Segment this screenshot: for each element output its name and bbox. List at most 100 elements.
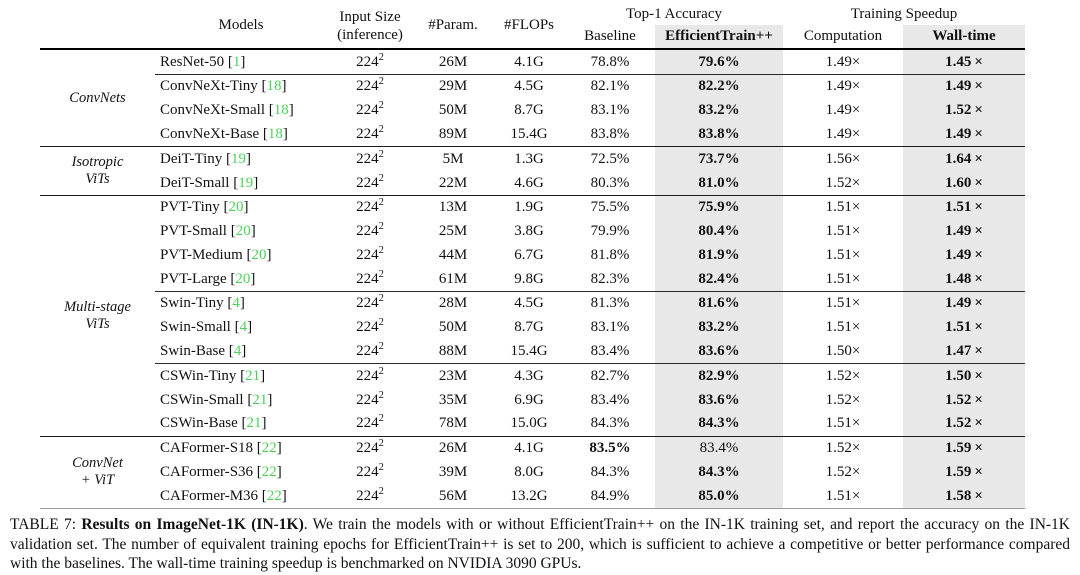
cell-model-name: ConvNeXt-Small [18] [155,99,327,123]
header-baseline: Baseline [565,25,655,50]
cell-params: 22M [438,174,468,191]
cell-efficienttrain-accuracy: 80.4% [655,219,783,244]
cell-baseline-accuracy: 78.8% [565,48,655,75]
citation-number: 18 [273,102,289,119]
cell-computation-speedup: 1.51× [783,194,903,220]
model-name: CSWin-Tiny [ [160,367,246,384]
cell-input-size: 2242 [356,268,384,287]
cell-flops: 4.5G [493,290,565,316]
cell-baseline-accuracy: 84.9% [590,487,630,504]
table-row: ConvNets ResNet-50 [1] 2242 26M 4.1G 78.8% 79.… [40,48,1025,147]
header-top1-accuracy: Top-1 Accuracy [626,5,722,22]
citation-number: 21 [245,367,261,384]
cell-model-name: Swin-Base [4] [155,340,327,364]
cell-model-name: ResNet-50 [1] [155,48,327,75]
cell-walltime-speedup: 1.48 × [903,267,1025,292]
citation-bracket: ] [281,487,287,504]
cell-flops: 4.5G [493,73,565,99]
header-efficienttrain: EfficientTrain++ [655,25,783,50]
cell-params: 78M [438,415,468,432]
citation-number: 20 [235,270,251,287]
cell-flops: 1.3G [493,146,565,171]
cell-input-size: 2242 [327,146,413,171]
cell-efficienttrain-accuracy: 83.6% [655,339,783,364]
cell-flops: 8.7G [514,319,544,336]
cell-baseline-accuracy: 80.3% [590,174,630,191]
cell-efficienttrain-accuracy: 83.8% [655,122,783,147]
table-row: PVT-Small [20] 2242 25M 3.8G 79.9% 80.4% 1.51×… [40,219,1025,244]
cell-input-size: 2242 [327,290,413,316]
citation-number: 22 [261,440,277,457]
cell-params: 23M [413,363,493,389]
table-row: PVT-Medium [20] 2242 44M 6.7G 81.8% 81.9% 1.51… [40,243,1025,268]
cell-model-name: DeiT-Small [19] [155,171,327,195]
cell-baseline-accuracy: 82.7% [565,363,655,389]
citation-number: 20 [251,246,267,263]
cell-model-name: CSWin-Base [21] [155,412,327,436]
header-training-speedup: Training Speedup [850,5,958,22]
cell-flops: 4.1G [493,48,565,75]
cell-params: 28M [413,290,493,316]
table-row: DeiT-Small [19] 2242 22M 4.6G 80.3% 81.0% 1.52… [40,170,1025,196]
cell-params: 88M [438,343,468,360]
cell-walltime-speedup: 1.64 × [903,146,1025,171]
model-name: PVT-Tiny [ [160,199,229,216]
citation-number: 4 [233,343,242,360]
cell-model-name: PVT-Large [20] [155,267,327,291]
cell-efficienttrain-accuracy: 85.0% [655,484,783,509]
citation-bracket: ] [288,102,294,119]
cell-model-name: CAFormer-M36 [22] [155,484,327,508]
cell-walltime-speedup: 1.60 × [903,170,1025,196]
table-row: Swin-Tiny [4] 2242 28M 4.5G 81.3% 81.6% 1.51× 1… [40,290,1025,316]
cell-baseline-accuracy: 83.8% [590,125,630,142]
cell-flops: 1.9G [493,194,565,220]
cell-efficienttrain-accuracy: 82.2% [655,73,783,99]
table-row: Isotropic ViTs DeiT-Tiny [19] 2242 5M 1.3G 72.… [40,146,1025,196]
cell-walltime-speedup: 1.49 × [903,122,1025,147]
cell-input-size: 2242 [356,317,384,336]
cell-params: 26M [413,435,493,461]
cell-computation-speedup: 1.51× [825,223,861,240]
cell-walltime-speedup: 1.50 × [903,363,1025,389]
cell-walltime-speedup: 1.59 × [903,460,1025,485]
cell-input-size: 2242 [356,413,384,432]
model-group-label: ConvNet + ViT [40,435,155,509]
cell-input-size: 2242 [327,194,413,220]
header-params: #Param. [413,2,493,50]
cell-computation-speedup: 1.52× [825,464,861,481]
cell-walltime-speedup: 1.58 × [903,484,1025,509]
citation-number: 22 [266,487,282,504]
cell-efficienttrain-accuracy: 83.6% [655,388,783,412]
model-name: ConvNeXt-Base [ [160,125,268,142]
table-row: ConvNeXt-Tiny [18] 2242 29M 4.5G 82.1% 82.2% 1… [40,73,1025,99]
cell-params: 26M [413,48,493,75]
cell-computation-speedup: 1.51× [783,290,903,316]
cell-flops: 15.0G [510,415,548,432]
citation-bracket: ] [261,415,267,432]
cell-efficienttrain-accuracy: 81.6% [655,290,783,316]
citation-number: 18 [266,78,282,95]
model-name: PVT-Small [ [160,223,236,240]
cell-computation-speedup: 1.56× [783,146,903,171]
cell-efficienttrain-accuracy: 83.4% [655,435,783,461]
cell-params: 39M [438,464,468,481]
cell-params: 25M [438,223,468,240]
cell-walltime-speedup: 1.45 × [903,48,1025,75]
table-row: ConvNet + ViT CAFormer-S18 [22] 2242 26M 4.1G… [40,435,1025,509]
citation-bracket: ] [260,367,266,384]
cell-input-size: 2242 [327,363,413,389]
table-row: CAFormer-S36 [22] 2242 39M 8.0G 84.3% 84.3% 1.… [40,460,1025,485]
model-name: Swin-Small [ [160,319,240,336]
cell-model-name: ConvNeXt-Tiny [18] [155,73,327,99]
table-row: CSWin-Tiny [21] 2242 23M 4.3G 82.7% 82.9% 1.52… [40,363,1025,389]
citation-bracket: ] [281,78,287,95]
cell-params: 50M [438,102,468,119]
cell-flops: 8.7G [514,102,544,119]
cell-computation-speedup: 1.49× [783,73,903,99]
cell-model-name: DeiT-Tiny [19] [155,146,327,171]
cell-walltime-speedup: 1.52 × [903,98,1025,123]
citation-bracket: ] [240,53,246,70]
cell-flops: 13.2G [510,487,548,504]
cell-model-name: CAFormer-S36 [22] [155,461,327,485]
cell-model-name: Swin-Small [4] [155,316,327,340]
